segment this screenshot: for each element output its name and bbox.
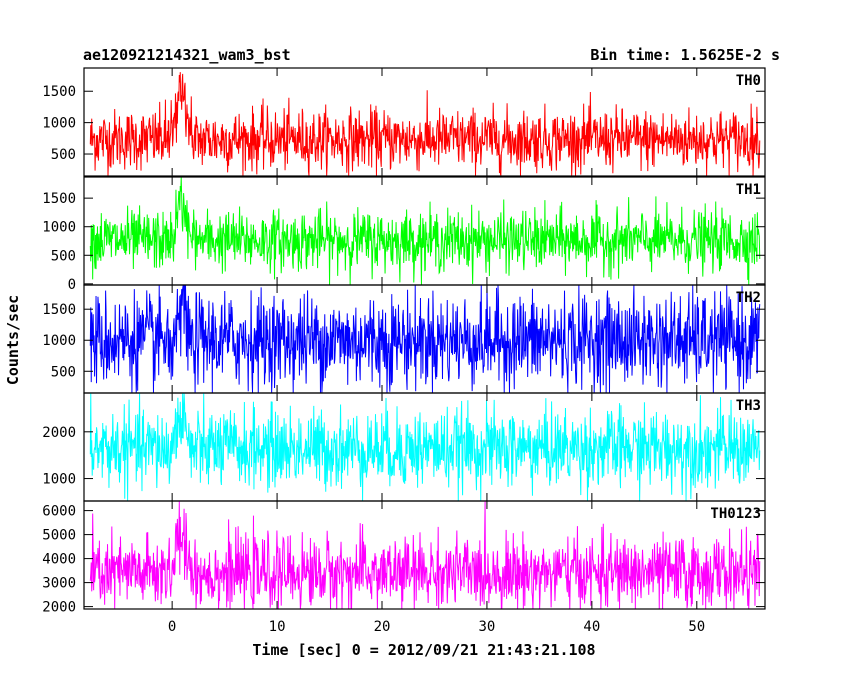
x-axis-label: Time [sec] 0 = 2012/09/21 21:43:21.108 xyxy=(252,641,595,659)
y-tick-label: 500 xyxy=(51,364,76,380)
y-tick-label: 0 xyxy=(68,277,76,293)
y-tick-label: 1000 xyxy=(42,116,76,132)
panel-label-th1: TH1 xyxy=(736,182,761,198)
y-tick-label: 1000 xyxy=(42,472,76,488)
series-line-th0 xyxy=(89,72,761,176)
panel-label-th3: TH3 xyxy=(736,398,761,414)
series-line-th2 xyxy=(89,285,761,393)
series-line-th0123 xyxy=(89,501,761,609)
panel-frame-th0123 xyxy=(83,500,766,610)
y-tick-label: 500 xyxy=(51,248,76,264)
y-tick-label: 1500 xyxy=(42,302,76,318)
x-tick-label: 50 xyxy=(688,619,705,635)
chart-title: ae120921214321_wam3_bst xyxy=(83,46,291,64)
x-tick-label: 40 xyxy=(583,619,600,635)
y-tick-label: 3000 xyxy=(42,576,76,592)
y-tick-label: 500 xyxy=(51,147,76,163)
x-tick-label: 20 xyxy=(374,619,391,635)
bin-time-label: Bin time: 1.5625E-2 s xyxy=(590,46,780,64)
series-line-th3 xyxy=(89,393,761,501)
y-tick-label: 2000 xyxy=(42,425,76,441)
series-line-th1 xyxy=(89,177,761,285)
panel-label-th2: TH2 xyxy=(736,290,761,306)
y-tick-label: 1000 xyxy=(42,220,76,236)
panels-group: 50010001500TH0050010001500TH150010001500… xyxy=(42,67,766,635)
y-axis-label: Counts/sec xyxy=(4,295,22,385)
x-tick-label: 0 xyxy=(168,619,176,635)
y-tick-label: 1000 xyxy=(42,333,76,349)
y-tick-label: 4000 xyxy=(42,552,76,568)
y-tick-label: 5000 xyxy=(42,528,76,544)
panel-frame-th0 xyxy=(83,67,766,177)
y-tick-label: 2000 xyxy=(42,600,76,616)
y-tick-label: 6000 xyxy=(42,504,76,520)
panel-label-th0123: TH0123 xyxy=(710,506,761,522)
x-tick-label: 30 xyxy=(479,619,496,635)
y-tick-label: 1500 xyxy=(42,84,76,100)
panel-label-th0: TH0 xyxy=(736,73,761,89)
x-tick-label: 10 xyxy=(269,619,286,635)
y-tick-label: 1500 xyxy=(42,191,76,207)
